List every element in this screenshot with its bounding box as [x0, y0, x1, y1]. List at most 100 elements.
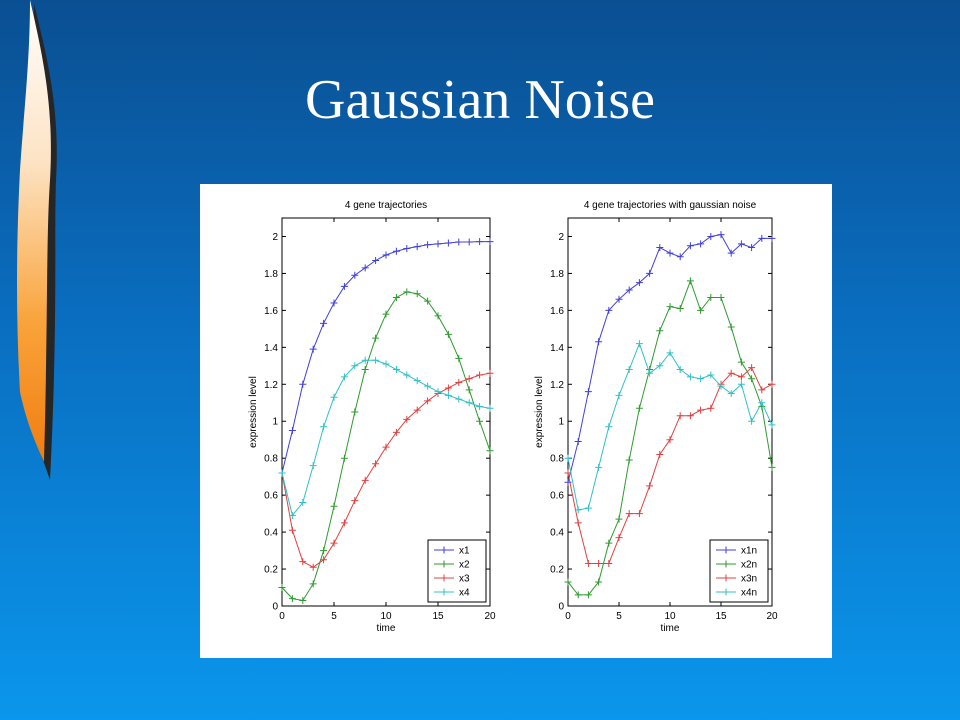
data-point: [330, 299, 338, 307]
data-point: [635, 279, 643, 287]
data-point: [486, 369, 494, 377]
series-x3n: [564, 364, 776, 568]
data-point: [666, 349, 674, 357]
legend-box: [427, 539, 487, 603]
data-point: [605, 306, 613, 314]
data-point: [444, 391, 452, 399]
data-point: [403, 415, 411, 423]
data-point: [625, 366, 633, 374]
data-point: [361, 264, 369, 272]
data-point: [486, 238, 494, 246]
data-point: [748, 364, 756, 372]
data-point: [413, 377, 421, 385]
x-tick-label: 5: [616, 611, 622, 622]
data-point: [299, 558, 307, 566]
data-point: [584, 560, 592, 568]
data-point: [666, 303, 674, 311]
data-point: [424, 297, 432, 305]
x-axis-label: time: [377, 623, 396, 634]
data-point: [455, 378, 463, 386]
slide-title: Gaussian Noise: [305, 69, 655, 131]
y-tick-label: 0.6: [550, 491, 564, 502]
legend-entry: x3: [459, 574, 470, 585]
data-point: [288, 526, 296, 534]
data-point: [737, 358, 745, 366]
data-point: [476, 371, 484, 379]
series-x1n: [564, 231, 776, 486]
data-point: [727, 249, 735, 257]
data-point: [465, 386, 473, 394]
data-point: [424, 241, 432, 249]
data-point: [625, 510, 633, 518]
data-point: [444, 330, 452, 338]
data-point: [564, 454, 572, 462]
data-point: [486, 404, 494, 412]
data-point: [413, 290, 421, 298]
chart-figure: 00.20.40.60.811.21.41.61.820 5 10 15 204 gen…: [248, 200, 778, 634]
figure-panel: 0 0.2 0.4 0.6 0.8 1 1.2 1.4 1.6 1.8 2 0 5 10 15 20 4 gen…: [200, 184, 832, 658]
data-point: [707, 404, 715, 412]
data-point: [584, 591, 592, 599]
data-point: [574, 591, 582, 599]
data-point: [707, 232, 715, 240]
data-point: [646, 482, 654, 490]
data-point: [340, 373, 348, 381]
y-tick-label: 0.4: [264, 528, 278, 539]
data-point: [574, 438, 582, 446]
data-point: [727, 323, 735, 331]
data-point: [278, 469, 286, 477]
data-point: [625, 456, 633, 464]
series-x4: [278, 356, 494, 519]
data-point: [351, 362, 359, 370]
data-point: [382, 310, 390, 318]
data-point: [615, 515, 623, 523]
legend-marker: [440, 546, 448, 554]
data-point: [758, 386, 766, 394]
data-point: [309, 580, 317, 588]
data-point: [382, 443, 390, 451]
data-point: [476, 402, 484, 410]
y-axis-label: expression level: [248, 376, 259, 448]
legend-entry: x1n: [741, 546, 757, 557]
data-point: [656, 450, 664, 458]
data-point: [465, 399, 473, 407]
data-point: [320, 547, 328, 555]
legend-marker: [722, 560, 730, 568]
data-point: [403, 244, 411, 252]
data-point: [666, 249, 674, 257]
y-tick-label: 1: [558, 417, 564, 428]
data-point: [605, 539, 613, 547]
legend-marker: [722, 588, 730, 596]
data-point: [686, 242, 694, 250]
data-point: [434, 312, 442, 320]
data-point: [455, 395, 463, 403]
legend-marker: [722, 574, 730, 582]
data-point: [444, 239, 452, 247]
data-point: [278, 584, 286, 592]
data-point: [635, 404, 643, 412]
data-point: [717, 231, 725, 239]
data-point: [351, 408, 359, 416]
y-tick-label: 2: [558, 232, 564, 243]
data-point: [351, 497, 359, 505]
legend-marker: [440, 560, 448, 568]
data-point: [340, 282, 348, 290]
data-point: [361, 366, 369, 374]
data-point: [615, 391, 623, 399]
data-point: [486, 447, 494, 455]
data-point: [382, 360, 390, 368]
data-point: [434, 388, 442, 396]
data-point: [748, 375, 756, 383]
data-point: [372, 334, 380, 342]
chart-panel-1: 00.20.40.60.811.21.41.61.820 5 10 15 204 gen…: [248, 200, 496, 634]
data-point: [697, 306, 705, 314]
y-tick-label: 0.6: [264, 491, 278, 502]
data-point: [403, 288, 411, 296]
data-point: [676, 253, 684, 261]
data-point: [330, 539, 338, 547]
y-tick-label: 0: [558, 602, 564, 613]
data-point: [595, 560, 603, 568]
data-point: [392, 366, 400, 374]
data-point: [476, 238, 484, 246]
data-point: [465, 238, 473, 246]
